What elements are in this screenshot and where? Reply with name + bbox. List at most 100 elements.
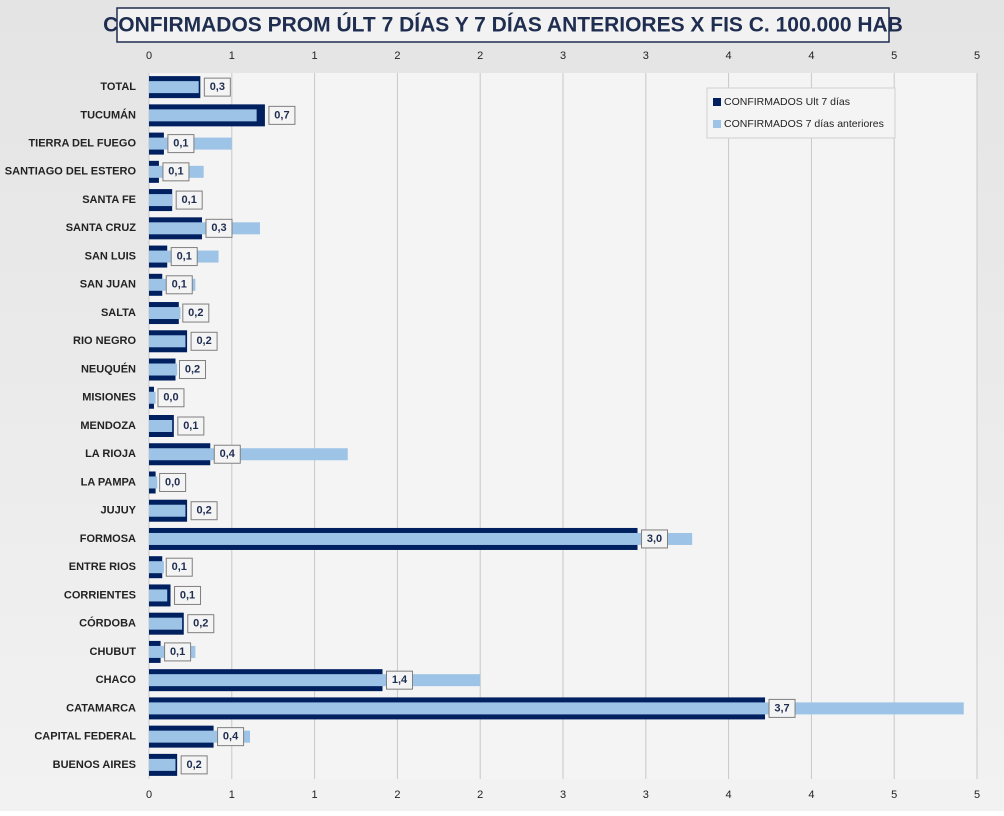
data-label: 0,3 [211, 222, 226, 234]
data-label-box [164, 642, 192, 662]
data-label-box [159, 472, 187, 492]
y-tick-label: ENTRE RIOS [69, 561, 136, 573]
y-tick-label: FORMOSA [80, 533, 136, 545]
legend-swatch [713, 120, 721, 128]
bar [149, 702, 964, 715]
bar [149, 674, 481, 687]
data-label: 0,3 [210, 81, 225, 93]
data-label-box [203, 77, 231, 97]
data-label-box [205, 218, 233, 238]
bar [149, 504, 186, 517]
x-tick-label: 4 [808, 789, 814, 801]
y-tick-label: TIERRA DEL FUEGO [28, 138, 136, 150]
data-label-box [165, 275, 193, 295]
y-tick-label: CAPITAL FEDERAL [34, 731, 136, 743]
y-tick-label: MENDOZA [80, 420, 136, 432]
x-tick-label: 2 [394, 789, 400, 801]
legend-label: CONFIRMADOS Ult 7 días [724, 96, 850, 108]
data-label-box [180, 755, 208, 775]
data-label: 0,4 [223, 731, 239, 743]
data-label: 0,2 [188, 307, 203, 319]
bar [149, 109, 257, 122]
y-tick-label: RIO NEGRO [73, 335, 136, 347]
x-tick-label: 5 [974, 789, 980, 801]
data-label: 0,0 [163, 392, 178, 404]
x-tick-label: 3 [643, 50, 649, 62]
data-label-box [178, 360, 206, 380]
data-label: 0,1 [173, 138, 188, 150]
data-label-box [167, 134, 195, 154]
data-label-box [170, 247, 198, 267]
data-label: 0,2 [196, 505, 211, 517]
data-label: 0,1 [180, 589, 195, 601]
data-label-box [385, 670, 413, 690]
x-tick-label: 5 [974, 50, 980, 62]
x-tick-label: 4 [726, 50, 732, 62]
y-tick-label: CATAMARCA [66, 702, 136, 714]
bar [149, 335, 186, 348]
bar [149, 532, 693, 545]
data-label-box [190, 331, 218, 351]
x-tick-label: 0 [146, 789, 152, 801]
y-tick-label: LA RIOJA [85, 448, 136, 460]
bar [149, 81, 199, 94]
data-label-box [175, 190, 203, 210]
legend-label: CONFIRMADOS 7 días anteriores [724, 118, 884, 130]
x-tick-label: 4 [808, 50, 814, 62]
bar [149, 448, 348, 461]
bar [149, 617, 183, 630]
data-label: 0,2 [187, 759, 202, 771]
title-box [116, 7, 890, 43]
x-tick-label: 1 [312, 789, 318, 801]
y-tick-label: SALTA [101, 307, 136, 319]
data-label: 0,2 [196, 335, 211, 347]
x-tick-label: 2 [477, 789, 483, 801]
y-tick-label: SAN LUIS [85, 250, 136, 262]
bar [149, 420, 173, 432]
data-label-box [187, 614, 215, 634]
y-tick-label: CHACO [96, 674, 137, 686]
y-tick-label: SAN JUAN [80, 279, 136, 291]
y-tick-label: SANTIAGO DEL ESTERO [5, 166, 137, 178]
bar [149, 194, 173, 207]
bar [149, 391, 156, 404]
bar [149, 307, 181, 320]
y-tick-label: SANTA CRUZ [66, 222, 137, 234]
data-label: 3,0 [647, 533, 662, 545]
legend-box [706, 87, 896, 139]
x-tick-label: 1 [312, 50, 318, 62]
x-tick-label: 5 [891, 789, 897, 801]
data-label-box [641, 529, 669, 549]
x-tick-label: 3 [643, 789, 649, 801]
data-label: 0,1 [183, 420, 198, 432]
y-tick-label: CORRIENTES [64, 589, 136, 601]
y-tick-label: CHUBUT [90, 646, 137, 658]
bar [149, 476, 158, 489]
bar [149, 561, 164, 574]
data-label: 0,1 [168, 166, 183, 178]
data-label-box [162, 162, 190, 182]
data-label: 0,1 [182, 194, 197, 206]
y-tick-label: TOTAL [100, 81, 136, 93]
data-label-box [174, 585, 202, 605]
data-label-box [157, 388, 185, 408]
data-label-box [768, 698, 796, 718]
data-label-box [177, 416, 205, 436]
data-label: 0,1 [172, 279, 187, 291]
x-tick-label: 1 [229, 50, 235, 62]
data-label-box [165, 557, 193, 577]
y-tick-label: CÓRDOBA [79, 617, 136, 630]
y-tick-label: BUENOS AIRES [53, 759, 136, 771]
y-tick-label: JUJUY [101, 505, 137, 517]
x-tick-label: 3 [560, 789, 566, 801]
bar [149, 222, 260, 235]
legend-swatch [713, 98, 721, 106]
x-tick-label: 5 [891, 50, 897, 62]
y-tick-label: TUCUMÁN [80, 108, 136, 121]
data-label: 0,7 [274, 109, 289, 121]
y-tick-label: NEUQUÉN [81, 362, 136, 375]
data-label: 0,2 [185, 363, 200, 375]
x-tick-label: 1 [229, 789, 235, 801]
bar [149, 589, 168, 602]
